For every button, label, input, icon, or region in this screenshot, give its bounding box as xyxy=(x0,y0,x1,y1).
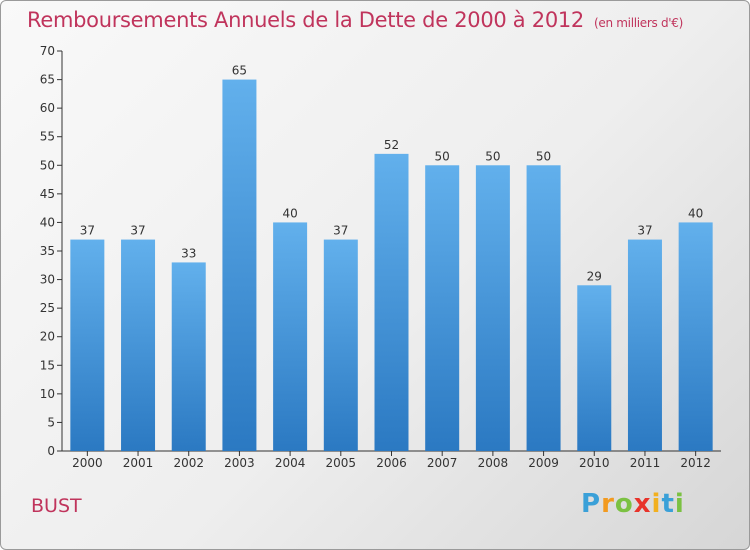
y-tick-label: 40 xyxy=(40,215,55,229)
bar xyxy=(323,239,358,451)
logo-letter: o xyxy=(614,489,634,519)
bar xyxy=(678,222,713,451)
data-label: 37 xyxy=(333,224,348,238)
bar xyxy=(121,239,156,451)
x-tick-label: 2004 xyxy=(275,456,306,470)
data-label: 37 xyxy=(637,224,652,238)
x-tick-label: 2011 xyxy=(630,456,661,470)
logo-letter: x xyxy=(633,489,652,519)
y-tick-label: 55 xyxy=(40,130,55,144)
chart-subtitle: (en milliers d'€) xyxy=(594,16,684,30)
x-tick-label: 2000 xyxy=(72,456,103,470)
bar xyxy=(526,165,561,452)
chart-title: Remboursements Annuels de la Dette de 20… xyxy=(27,8,683,32)
bar xyxy=(627,239,662,451)
x-tick-label: 2007 xyxy=(427,456,458,470)
x-tick-label: 2005 xyxy=(326,456,357,470)
commune-name: BUST xyxy=(31,495,82,517)
proxiti-logo: Proxiti xyxy=(581,489,685,519)
x-tick-label: 2008 xyxy=(478,456,509,470)
bar xyxy=(425,165,460,452)
y-tick-label: 0 xyxy=(47,444,55,458)
y-tick-label: 60 xyxy=(40,101,55,115)
logo-letter: t xyxy=(661,489,675,519)
y-tick-label: 70 xyxy=(40,44,55,58)
bar xyxy=(70,239,105,451)
data-label: 33 xyxy=(181,246,196,260)
data-label: 29 xyxy=(587,269,602,283)
bar xyxy=(577,285,612,451)
y-tick-label: 10 xyxy=(40,387,55,401)
y-tick-label: 50 xyxy=(40,158,55,172)
y-tick-label: 15 xyxy=(40,358,55,372)
axes: 0 5 10 15 20 25 30 35 40 45 50 55 60 65 70 2000 2001 2002… xyxy=(40,44,721,470)
x-tick-label: 2002 xyxy=(173,456,204,470)
data-label: 37 xyxy=(130,224,145,238)
x-tick-label: 2012 xyxy=(680,456,711,470)
bars: 37 37 33 65 40 37 52 50 50 50 29 37 40 xyxy=(70,64,713,452)
title-text: Remboursements Annuels de la Dette de 20… xyxy=(27,8,584,32)
data-label: 40 xyxy=(282,206,297,220)
logo-letter: i xyxy=(674,489,685,519)
bar xyxy=(475,165,510,452)
y-tick-label: 25 xyxy=(40,301,55,315)
x-tick-label: 2009 xyxy=(528,456,559,470)
data-label: 52 xyxy=(384,138,399,152)
y-tick-label: 45 xyxy=(40,187,55,201)
data-label: 40 xyxy=(688,206,703,220)
data-label: 50 xyxy=(536,149,551,163)
logo-letter: r xyxy=(601,489,615,519)
bar xyxy=(171,262,206,451)
y-tick-label: 5 xyxy=(47,415,55,429)
x-tick-label: 2006 xyxy=(376,456,407,470)
bar xyxy=(222,79,257,452)
logo-letter: P xyxy=(581,489,602,519)
data-label: 65 xyxy=(232,64,247,78)
logo-letter: i xyxy=(651,489,662,519)
x-tick-label: 2010 xyxy=(579,456,610,470)
data-label: 37 xyxy=(80,224,95,238)
x-tick-label: 2003 xyxy=(224,456,255,470)
y-tick-label: 35 xyxy=(40,244,55,258)
bar xyxy=(374,153,409,451)
data-label: 50 xyxy=(435,149,450,163)
data-label: 50 xyxy=(485,149,500,163)
bar xyxy=(273,222,308,451)
y-tick-label: 65 xyxy=(40,73,55,87)
y-tick-label: 20 xyxy=(40,330,55,344)
x-tick-label: 2001 xyxy=(123,456,154,470)
y-tick-label: 30 xyxy=(40,273,55,287)
